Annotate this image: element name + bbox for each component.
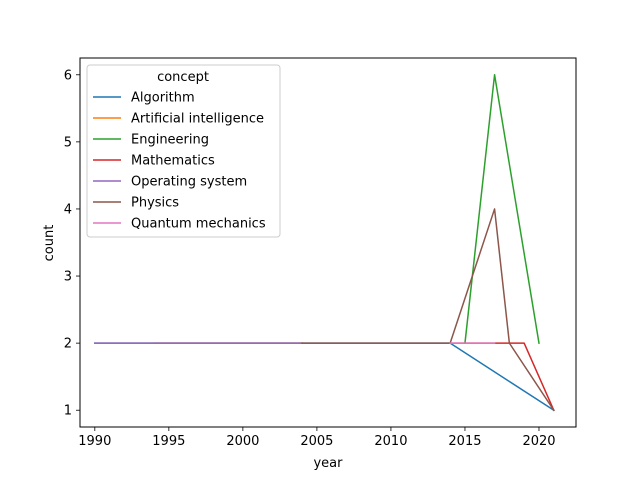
x-tick-label: 1995: [152, 434, 185, 449]
series-line-physics: [301, 208, 555, 412]
legend-entry-physics: Physics: [131, 196, 179, 211]
y-tick-label: 1: [64, 404, 72, 419]
x-tick-label: 2010: [374, 434, 407, 449]
legend-title: concept: [157, 70, 209, 85]
legend-entry-mathematics: Mathematics: [131, 154, 215, 169]
y-axis-label: count: [42, 225, 57, 262]
legend-entry-engineering: Engineering: [131, 133, 209, 148]
legend-entry-algorithm: Algorithm: [131, 91, 195, 106]
x-tick-label: 2000: [226, 434, 259, 449]
plot-area: [94, 74, 555, 412]
axes-frame: [79, 57, 577, 428]
y-tick-label: 3: [64, 270, 72, 285]
y-tick-label: 2: [64, 337, 72, 352]
x-tick-label: 2005: [300, 434, 333, 449]
x-axis-label: year: [313, 456, 343, 471]
series-line-engineering: [464, 74, 540, 345]
y-axis: 1 2 3 4 5 6: [64, 68, 80, 419]
x-tick-label: 2020: [522, 434, 555, 449]
legend: concept Algorithm Artificial intelligence…: [86, 64, 281, 238]
legend-entry-artificial-intelligence: Artificial intelligence: [131, 112, 264, 127]
y-tick-label: 5: [64, 135, 72, 150]
x-tick-label: 1990: [78, 434, 111, 449]
y-tick-label: 4: [64, 202, 72, 217]
x-axis: 1990 1995 2000 2005 2010 2015 2020: [78, 427, 556, 449]
y-tick-label: 6: [64, 68, 72, 83]
legend-box: [86, 64, 281, 238]
x-tick-label: 2015: [448, 434, 481, 449]
legend-entry-quantum-mechanics: Quantum mechanics: [131, 217, 266, 232]
legend-entry-operating-system: Operating system: [131, 175, 247, 190]
